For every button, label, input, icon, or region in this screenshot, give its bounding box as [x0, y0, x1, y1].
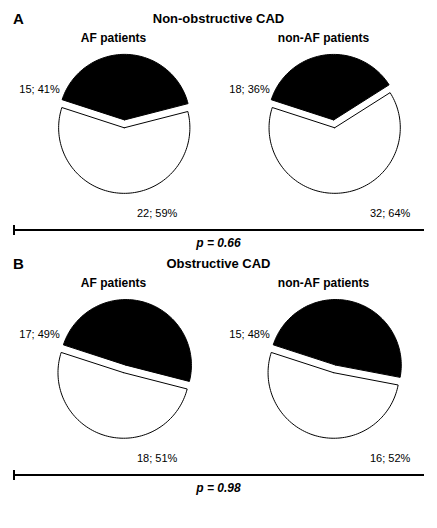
svg-text:22; 59%: 22; 59% — [136, 207, 177, 219]
html-text:Obstructive CAD: Obstructive CAD — [166, 256, 271, 271]
html-text:non-AF patients: non-AF patients — [277, 31, 370, 45]
svg-text:18; 36%: 18; 36% — [229, 83, 270, 95]
html-text:p = 0.66: p = 0.66 — [196, 236, 241, 250]
svg-text:15; 48%: 15; 48% — [229, 328, 270, 340]
html-text:p = 0.98: p = 0.98 — [196, 481, 241, 495]
html-text:B: B — [13, 255, 24, 272]
html-text:A: A — [13, 10, 24, 27]
html-text:non-AF patients: non-AF patients — [277, 276, 370, 290]
svg-text:32; 64%: 32; 64% — [369, 207, 410, 219]
html-text:AF patients: AF patients — [80, 276, 147, 290]
html-text:AF patients: AF patients — [80, 31, 147, 45]
html-text:Non-obstructive CAD: Non-obstructive CAD — [152, 11, 285, 26]
svg-text:17; 49%: 17; 49% — [19, 328, 60, 340]
svg-text:15; 41%: 15; 41% — [19, 83, 60, 95]
svg-text:18; 51%: 18; 51% — [136, 452, 177, 464]
svg-text:16; 52%: 16; 52% — [369, 452, 410, 464]
